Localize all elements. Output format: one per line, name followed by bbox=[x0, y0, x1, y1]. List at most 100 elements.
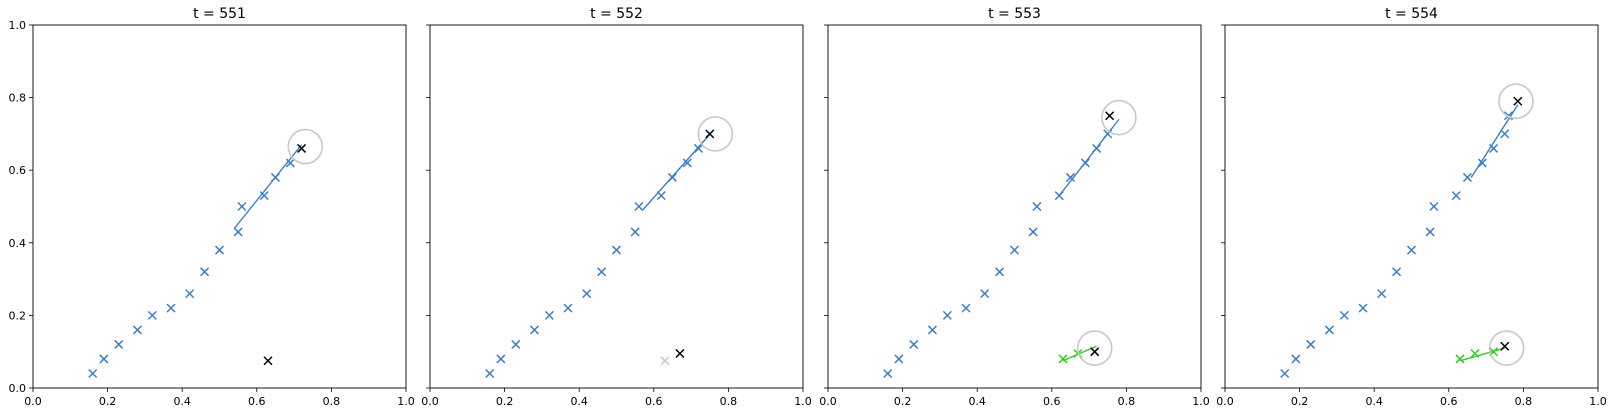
track-line bbox=[1058, 118, 1120, 197]
marker-stroke bbox=[611, 245, 622, 255]
axes-frame bbox=[1224, 24, 1599, 389]
gate-circle bbox=[1488, 330, 1525, 366]
marker-stroke bbox=[1065, 172, 1075, 182]
marker-stroke bbox=[1058, 354, 1068, 364]
marker-stroke bbox=[1429, 201, 1439, 212]
x-tick-label: 0.6 bbox=[248, 395, 266, 408]
x-marker bbox=[1451, 191, 1461, 201]
marker-stroke bbox=[1009, 245, 1020, 255]
marker-stroke bbox=[682, 158, 692, 168]
x-tick-label: 0.6 bbox=[1043, 395, 1061, 408]
x-marker bbox=[544, 310, 554, 320]
marker-stroke bbox=[1462, 172, 1472, 182]
marker-stroke bbox=[942, 310, 952, 320]
y-tick-label: 0.2 bbox=[9, 309, 27, 322]
subplot-title: t = 553 bbox=[988, 6, 1041, 22]
x-tick-label: 0.6 bbox=[1440, 395, 1458, 408]
x-tick-label: 0.8 bbox=[323, 395, 341, 408]
x-marker bbox=[237, 201, 247, 212]
track-line bbox=[233, 144, 303, 229]
marker-stroke bbox=[1500, 341, 1510, 351]
x-marker bbox=[1032, 201, 1042, 212]
marker-stroke bbox=[582, 289, 592, 299]
marker-stroke bbox=[263, 356, 273, 366]
marker-stroke bbox=[237, 201, 247, 212]
subplot-title: t = 554 bbox=[1385, 6, 1438, 22]
x-marker bbox=[1058, 354, 1068, 364]
subplot-2: t = 552 0.0 0.2 0.4 0.6 0.8 1.0 bbox=[421, 6, 812, 408]
x-marker bbox=[883, 368, 893, 379]
marker-stroke bbox=[656, 191, 666, 201]
x-marker bbox=[660, 356, 670, 366]
x-tick-label: 0.2 bbox=[1291, 395, 1309, 408]
marker-stroke bbox=[1291, 354, 1301, 364]
x-marker bbox=[88, 368, 98, 379]
x-tick-label: 0.6 bbox=[645, 395, 663, 408]
marker-stroke bbox=[894, 354, 904, 364]
x-marker bbox=[1280, 368, 1290, 379]
x-marker bbox=[263, 356, 273, 366]
x-marker bbox=[259, 191, 269, 201]
marker-stroke bbox=[630, 227, 640, 237]
x-marker bbox=[1105, 111, 1115, 121]
x-marker bbox=[214, 245, 225, 255]
marker-stroke bbox=[132, 325, 142, 335]
x-marker bbox=[166, 303, 176, 313]
subplot-4: t = 554 0.0 0.2 0.4 0.6 0.8 1.0 bbox=[1216, 6, 1607, 408]
x-marker bbox=[114, 339, 124, 349]
gate-circle bbox=[697, 116, 734, 152]
x-marker bbox=[1339, 310, 1349, 320]
x-tick-label: 1.0 bbox=[794, 395, 812, 408]
x-marker bbox=[995, 267, 1005, 277]
x-tick-label: 0.2 bbox=[496, 395, 514, 408]
y-tick-label: 1.0 bbox=[9, 19, 27, 32]
marker-stroke bbox=[1358, 303, 1368, 313]
y-tick-label: 0.4 bbox=[9, 237, 27, 250]
marker-stroke bbox=[1032, 201, 1042, 212]
x-marker bbox=[1090, 347, 1100, 357]
y-tick-label: 0.8 bbox=[9, 92, 27, 105]
marker-stroke bbox=[496, 354, 506, 364]
marker-stroke bbox=[485, 368, 495, 379]
x-tick-label: 1.0 bbox=[1589, 395, 1607, 408]
marker-stroke bbox=[1028, 227, 1038, 237]
x-tick-label: 0.8 bbox=[720, 395, 738, 408]
x-marker bbox=[147, 310, 157, 320]
x-marker bbox=[894, 354, 904, 364]
marker-stroke bbox=[660, 356, 670, 366]
x-marker bbox=[297, 143, 307, 153]
marker-stroke bbox=[1280, 368, 1290, 379]
marker-stroke bbox=[909, 339, 919, 349]
subplot-title: t = 552 bbox=[590, 6, 643, 22]
axes-frame bbox=[429, 24, 804, 389]
x-marker bbox=[563, 303, 573, 313]
marker-stroke bbox=[995, 267, 1005, 277]
x-marker bbox=[705, 129, 715, 139]
x-marker bbox=[927, 325, 937, 335]
x-marker bbox=[611, 245, 622, 255]
marker-stroke bbox=[88, 368, 98, 379]
x-marker bbox=[496, 354, 506, 364]
x-tick-label: 0.4 bbox=[1365, 395, 1383, 408]
marker-stroke bbox=[1470, 348, 1480, 359]
x-marker bbox=[1291, 354, 1301, 364]
track-line bbox=[1459, 347, 1505, 362]
x-marker bbox=[980, 289, 990, 299]
x-tick-label: 0.0 bbox=[1216, 395, 1234, 408]
gate-circle bbox=[1498, 83, 1534, 120]
marker-stroke bbox=[297, 143, 307, 153]
x-marker bbox=[1500, 341, 1510, 351]
x-marker bbox=[1009, 245, 1020, 255]
x-tick-label: 0.0 bbox=[421, 395, 439, 408]
track-line bbox=[1470, 104, 1519, 178]
marker-stroke bbox=[883, 368, 893, 379]
marker-stroke bbox=[1513, 96, 1523, 106]
marker-stroke bbox=[1324, 325, 1334, 335]
marker-stroke bbox=[1451, 191, 1461, 201]
x-marker bbox=[630, 227, 640, 237]
x-marker bbox=[675, 348, 685, 359]
marker-stroke bbox=[980, 289, 990, 299]
x-marker bbox=[634, 201, 644, 212]
marker-stroke bbox=[961, 303, 971, 313]
x-marker bbox=[597, 267, 607, 277]
